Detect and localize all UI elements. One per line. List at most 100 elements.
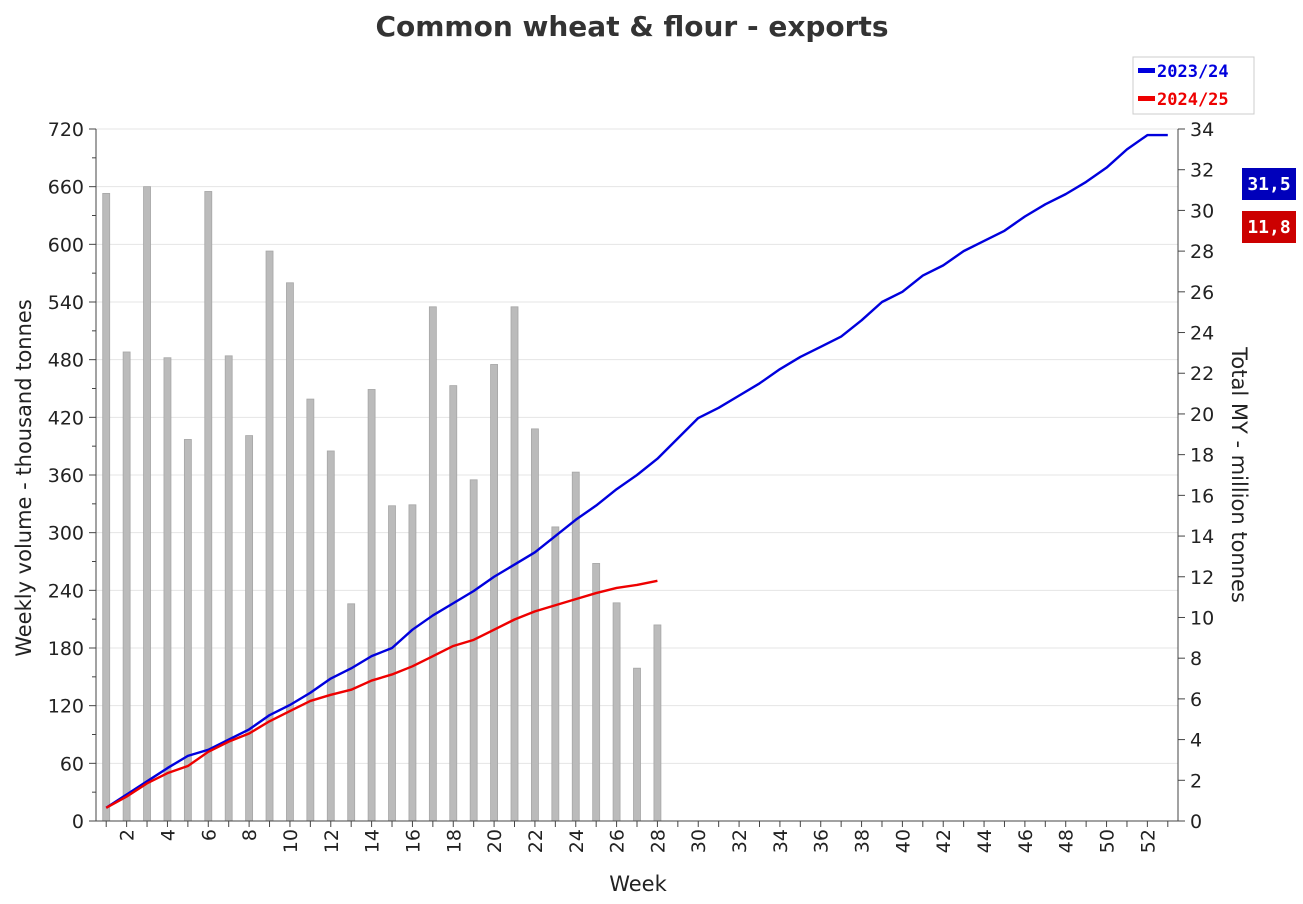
bar-week-19 — [469, 479, 478, 822]
bar-week-17 — [428, 306, 437, 822]
bar-week-20 — [490, 364, 498, 822]
bar-week-1 — [102, 192, 111, 822]
left-tick-label: 240 — [48, 580, 84, 602]
right-tick-label: 2 — [1190, 770, 1202, 792]
right-tick-label: 12 — [1190, 567, 1214, 589]
chart-title: Common wheat & flour - exports — [375, 10, 888, 43]
x-tick-label: 18 — [443, 829, 465, 853]
bar-week-27 — [633, 667, 641, 822]
bar-week-8 — [245, 435, 254, 822]
callout-2023-24: 31,5 — [1247, 174, 1290, 195]
legend-label-2023-24: 2023/24 — [1157, 62, 1229, 82]
x-tick-label: 20 — [484, 829, 506, 853]
right-tick-label: 8 — [1190, 648, 1202, 670]
right-tick-label: 6 — [1190, 689, 1202, 711]
bar-week-25 — [592, 563, 601, 822]
left-tick-label: 360 — [48, 465, 84, 487]
legend-box — [1132, 56, 1255, 115]
x-tick-label: 22 — [525, 829, 547, 853]
right-tick-label: 32 — [1190, 160, 1214, 182]
bar-week-10 — [286, 282, 294, 822]
right-tick-label: 18 — [1190, 445, 1214, 467]
left-tick-labels: 0 60 120 180 240 300 360 420 480 540 600 660 720 — [48, 119, 84, 833]
x-tick-label: 12 — [321, 829, 343, 853]
left-tick-label: 540 — [48, 292, 84, 314]
right-tick-label: 22 — [1190, 363, 1214, 385]
callouts: 31,5 11,8 — [1242, 168, 1296, 243]
x-tick-label: 36 — [811, 829, 833, 853]
y-axis-left-title: Weekly volume - thousand tonnes — [12, 299, 36, 657]
bar-week-2 — [122, 351, 131, 822]
callout-2024-25: 11,8 — [1247, 217, 1290, 238]
bar-week-7 — [224, 355, 233, 822]
legend: 2023/24 2024/25 — [1132, 56, 1255, 115]
x-tick-label: 4 — [157, 829, 179, 841]
bar-week-15 — [388, 505, 396, 822]
bar-week-12 — [326, 450, 335, 822]
left-tick-label: 720 — [48, 119, 84, 141]
right-tick-label: 20 — [1190, 404, 1214, 426]
left-tick-label: 120 — [48, 696, 84, 718]
right-tick-label: 34 — [1190, 119, 1214, 141]
left-tick-label: 180 — [48, 638, 84, 660]
bar-week-26 — [612, 602, 621, 822]
x-tick-label: 2 — [117, 829, 139, 841]
axes — [89, 128, 1185, 827]
bar-week-4 — [163, 357, 172, 822]
right-tick-label: 4 — [1190, 730, 1202, 752]
x-tick-label: 32 — [729, 829, 751, 853]
left-tick-label: 60 — [60, 753, 84, 775]
x-tick-label: 6 — [198, 829, 220, 841]
right-tick-label: 16 — [1190, 485, 1214, 507]
series-line-2023-24 — [105, 133, 1168, 809]
bar-week-22 — [531, 428, 539, 822]
x-tick-label: 52 — [1137, 829, 1159, 853]
callout-box-2023-24 — [1242, 168, 1296, 200]
right-tick-label: 28 — [1190, 241, 1214, 263]
right-tick-label: 30 — [1190, 200, 1214, 222]
x-tick-label: 26 — [607, 829, 629, 853]
x-tick-label: 10 — [280, 829, 302, 853]
left-tick-label: 420 — [48, 407, 84, 429]
x-axis-title: Week — [609, 872, 667, 896]
x-tick-label: 40 — [892, 829, 914, 853]
bars — [102, 186, 662, 822]
left-tick-label: 0 — [72, 811, 84, 833]
right-tick-label: 26 — [1190, 282, 1214, 304]
bar-week-6 — [204, 191, 213, 822]
bar-week-9 — [265, 250, 274, 822]
x-tick-label: 50 — [1097, 829, 1119, 853]
x-tick-label: 24 — [566, 829, 588, 853]
bar-week-23 — [551, 526, 560, 822]
x-tick-label: 28 — [647, 829, 669, 853]
series-lines — [105, 133, 1168, 809]
bar-week-24 — [571, 471, 580, 822]
left-tick-label: 660 — [48, 177, 84, 199]
callout-box-2024-25 — [1242, 211, 1296, 243]
bar-week-16 — [408, 504, 417, 822]
x-tick-label: 46 — [1015, 829, 1037, 853]
x-tick-labels: 2 4 6 8 10 12 14 16 18 20 22 24 26 28 30 32 34 36 38 40 42 44… — [117, 829, 1160, 853]
right-tick-label: 14 — [1190, 526, 1214, 548]
bar-week-14 — [367, 389, 376, 822]
y-axis-right-title: Total MY - million tonnes — [1227, 346, 1251, 603]
x-tick-label: 16 — [402, 829, 424, 853]
x-tick-label: 30 — [688, 829, 710, 853]
x-tick-label: 38 — [852, 829, 874, 853]
x-tick-label: 44 — [974, 829, 996, 853]
x-tick-label: 48 — [1056, 829, 1078, 853]
right-tick-label: 0 — [1190, 811, 1202, 833]
x-tick-label: 8 — [239, 829, 261, 841]
bar-week-11 — [306, 398, 315, 822]
series-line-2024-25 — [105, 579, 658, 809]
right-tick-label: 24 — [1190, 323, 1214, 345]
legend-swatch-2024-25 — [1138, 96, 1155, 101]
right-tick-label: 10 — [1190, 607, 1214, 629]
bar-week-3 — [143, 186, 151, 822]
x-tick-label: 34 — [770, 829, 792, 853]
bar-week-13 — [347, 603, 356, 822]
x-tick-label: 14 — [362, 829, 384, 853]
legend-swatch-2023-24 — [1138, 68, 1155, 73]
